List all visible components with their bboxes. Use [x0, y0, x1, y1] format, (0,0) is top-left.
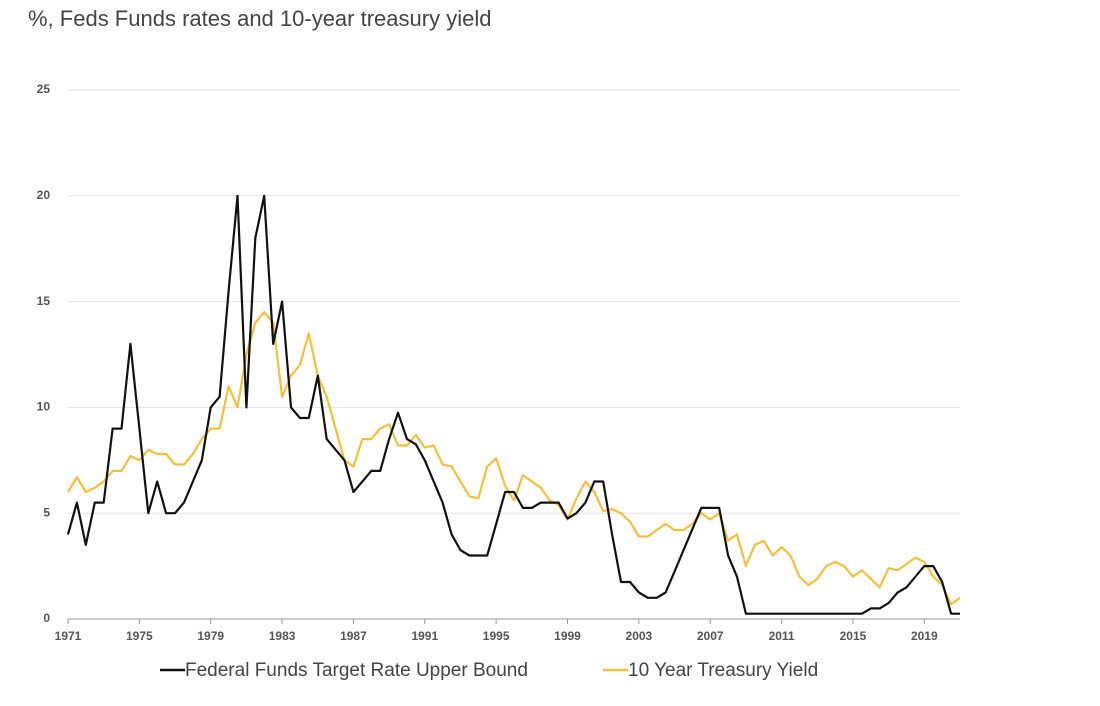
x-tick-label: 1999	[554, 629, 581, 643]
x-tick-label: 1991	[411, 629, 438, 643]
y-tick-label: 0	[43, 611, 50, 625]
legend-label: 10 Year Treasury Yield	[628, 660, 818, 681]
x-tick-label: 1995	[483, 629, 510, 643]
x-tick-label: 1975	[126, 629, 153, 643]
y-tick-label: 15	[37, 294, 51, 308]
x-tick-label: 2015	[840, 629, 867, 643]
y-tick-label: 20	[37, 188, 51, 202]
chart-title: %, Feds Funds rates and 10-year treasury…	[28, 6, 491, 31]
series-line	[66, 194, 960, 615]
series-line	[67, 311, 961, 606]
x-tick-label: 1983	[269, 629, 296, 643]
x-tick-label: 1979	[197, 629, 224, 643]
y-tick-label: 5	[43, 505, 50, 519]
x-tick-label: 1987	[340, 629, 367, 643]
y-tick-label: 10	[37, 400, 51, 414]
x-tick-label: 2003	[626, 629, 653, 643]
x-tick-label: 2007	[697, 629, 724, 643]
x-tick-label: 1971	[55, 629, 82, 643]
legend-label: Federal Funds Target Rate Upper Bound	[185, 660, 528, 681]
y-tick-label: 25	[37, 82, 51, 96]
x-tick-label: 2011	[769, 629, 795, 643]
x-tick-label: 2019	[911, 629, 938, 643]
